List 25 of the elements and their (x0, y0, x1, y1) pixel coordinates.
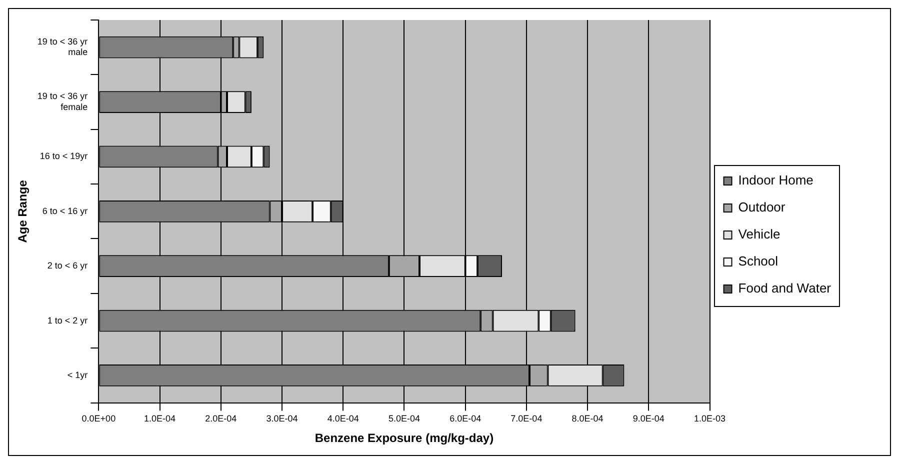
x-tick-label: 1.0E-03 (694, 414, 726, 424)
legend-label: Outdoor (738, 200, 786, 215)
legend-label: Food and Water (738, 280, 832, 296)
x-tick-label: 7.0E-04 (510, 414, 542, 424)
legend-label: Indoor Home (738, 172, 814, 188)
x-axis-title: Benzene Exposure (mg/kg-day) (314, 431, 494, 446)
y-tick-label: 19 to < 36 yr male (37, 36, 88, 58)
x-tick-label: 8.0E-04 (572, 414, 604, 424)
y-tick-label: < 1yr (67, 370, 88, 380)
legend-label: Vehicle (738, 226, 780, 242)
x-tick-label: 3.0E-04 (266, 414, 298, 424)
y-tick-label: 6 to < 16 yr (42, 206, 88, 216)
x-tick-label: 4.0E-04 (327, 414, 359, 424)
y-tick-label: 2 to < 6 yr (47, 260, 88, 271)
y-tick-label: 19 to < 36 yr female (37, 91, 88, 112)
x-tick-label: 0.0E+00 (82, 414, 116, 424)
y-tick-label: 16 to < 19yr (40, 151, 88, 162)
x-tick-label: 5.0E-04 (388, 414, 420, 424)
y-axis-title: Age Range (16, 180, 30, 243)
y-tick-label: 1 to < 2 yr (47, 315, 88, 326)
x-tick-label: 9.0E-04 (632, 414, 664, 424)
x-tick-label: 2.0E-04 (205, 414, 237, 424)
x-tick-label: 6.0E-04 (450, 414, 482, 424)
x-tick-label: 1.0E-04 (144, 414, 176, 424)
legend-label: School (738, 254, 778, 269)
